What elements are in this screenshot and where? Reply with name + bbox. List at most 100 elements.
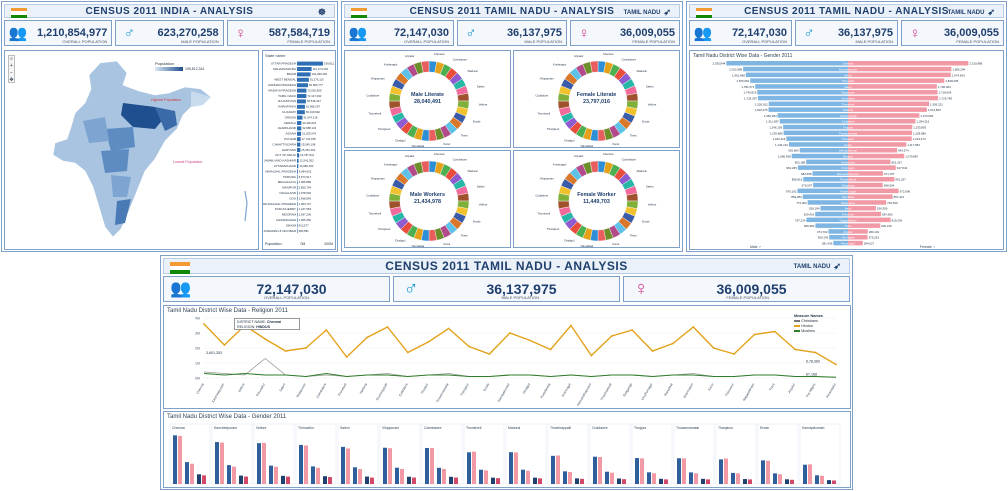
female-column[interactable] (514, 452, 518, 484)
state-bar[interactable] (297, 61, 323, 66)
female-bar[interactable] (848, 136, 912, 141)
state-bar[interactable] (297, 94, 307, 98)
female-column[interactable] (388, 448, 392, 484)
state-bar[interactable] (297, 223, 298, 228)
hindus-point[interactable] (345, 356, 348, 358)
male-column[interactable] (257, 443, 261, 484)
female-column[interactable] (736, 473, 740, 484)
female-column[interactable] (190, 463, 194, 484)
state-bar[interactable] (297, 72, 311, 77)
hindus-point[interactable] (447, 327, 450, 330)
hindus-point[interactable] (406, 351, 409, 354)
male-column[interactable] (449, 476, 453, 484)
male-bar[interactable] (797, 188, 848, 194)
hindus-point[interactable] (203, 323, 205, 325)
male-column[interactable] (815, 475, 819, 484)
female-column[interactable] (778, 474, 782, 484)
state-bar[interactable] (297, 191, 298, 196)
state-bar-chart[interactable]: UTTAR PRADESH 199,812,341 MAHARASHTRA 112,3… (263, 51, 336, 250)
female-column[interactable] (316, 467, 320, 484)
gender-butterfly-chart[interactable]: 2,335,844 2,310,888 Chennai 2,012,958 1,985,… (690, 51, 1004, 250)
male-column[interactable] (773, 473, 777, 484)
female-bar[interactable] (848, 130, 913, 136)
state-bar[interactable] (297, 88, 307, 93)
male-column[interactable] (605, 471, 609, 484)
hindus-point[interactable] (223, 344, 226, 346)
donut-panel-female-literate[interactable]: Chennai Coimbatore Madurai Salem Vellore Erod… (513, 50, 680, 148)
hindus-point[interactable] (325, 329, 328, 331)
state-bar[interactable] (297, 218, 298, 223)
female-column[interactable] (400, 468, 404, 484)
female-bar[interactable] (848, 159, 891, 165)
female-bar[interactable] (848, 240, 863, 246)
hindus-point[interactable] (570, 324, 572, 327)
gender-butterfly-panel[interactable]: Tamil Nadu District Wise Data - Gender 2… (689, 50, 1004, 250)
male-column[interactable] (563, 471, 567, 484)
state-bar[interactable] (297, 104, 305, 109)
hindus-point[interactable] (468, 345, 470, 348)
female-column[interactable] (370, 477, 374, 484)
pan-icon[interactable]: ✥ (9, 77, 14, 83)
male-column[interactable] (719, 459, 723, 484)
male-bar[interactable] (768, 101, 848, 107)
male-bar[interactable] (829, 235, 848, 240)
female-column[interactable] (766, 460, 770, 484)
female-column[interactable] (724, 458, 728, 484)
male-bar[interactable] (777, 113, 848, 118)
female-column[interactable] (664, 479, 668, 484)
hindus-point[interactable] (264, 338, 267, 340)
hindus-point[interactable] (508, 332, 511, 334)
male-column[interactable] (617, 478, 621, 484)
male-column[interactable] (281, 475, 285, 484)
male-column[interactable] (785, 479, 789, 484)
donut-panel-male-literate[interactable]: Chennai Coimbatore Madurai Salem Vellore Erod… (344, 50, 511, 148)
donut-chart[interactable]: Chennai Coimbatore Madurai Salem Vellore Erod… (345, 51, 511, 148)
donut-slice[interactable] (589, 60, 599, 73)
female-column[interactable] (598, 457, 602, 484)
female-bar[interactable] (848, 107, 927, 112)
female-column[interactable] (790, 479, 794, 484)
male-bar[interactable] (750, 78, 848, 83)
male-column[interactable] (341, 446, 345, 484)
state-bar[interactable] (297, 175, 298, 179)
hindus-point[interactable] (284, 350, 287, 352)
male-column[interactable] (173, 435, 177, 484)
male-column[interactable] (215, 442, 219, 484)
female-bar[interactable] (848, 119, 916, 124)
zoom-out-button[interactable]: − (10, 70, 13, 76)
female-column[interactable] (568, 472, 572, 484)
female-column[interactable] (232, 466, 236, 484)
female-bar[interactable] (848, 211, 882, 217)
male-bar[interactable] (788, 142, 848, 147)
hindus-point[interactable] (305, 347, 307, 349)
male-bar[interactable] (812, 171, 848, 176)
male-bar[interactable] (779, 119, 848, 124)
gender-column-panel[interactable]: Tamil Nadu District Wise Data - Gender 2… (163, 411, 851, 488)
male-bar[interactable] (806, 217, 848, 223)
male-column[interactable] (659, 478, 663, 484)
female-bar[interactable] (848, 217, 891, 223)
hindus-point[interactable] (692, 326, 695, 328)
female-bar[interactable] (848, 206, 876, 211)
female-bar[interactable] (848, 101, 930, 107)
state-bar[interactable] (297, 99, 306, 104)
male-bar[interactable] (815, 223, 848, 228)
state-bar[interactable] (297, 202, 298, 206)
state-bar[interactable] (297, 153, 300, 158)
male-bar[interactable] (797, 165, 848, 170)
male-bar[interactable] (768, 107, 848, 112)
female-column[interactable] (610, 472, 614, 484)
male-column[interactable] (467, 452, 471, 484)
state-bar[interactable] (297, 212, 298, 217)
male-bar[interactable] (783, 130, 848, 136)
male-bar[interactable] (757, 90, 848, 95)
male-bar[interactable] (799, 148, 848, 153)
female-column[interactable] (538, 478, 542, 484)
male-column[interactable] (437, 467, 441, 484)
male-column[interactable] (311, 466, 315, 484)
female-column[interactable] (526, 470, 530, 484)
female-bar[interactable] (848, 194, 893, 199)
female-bar[interactable] (848, 165, 896, 170)
female-column[interactable] (622, 479, 626, 484)
